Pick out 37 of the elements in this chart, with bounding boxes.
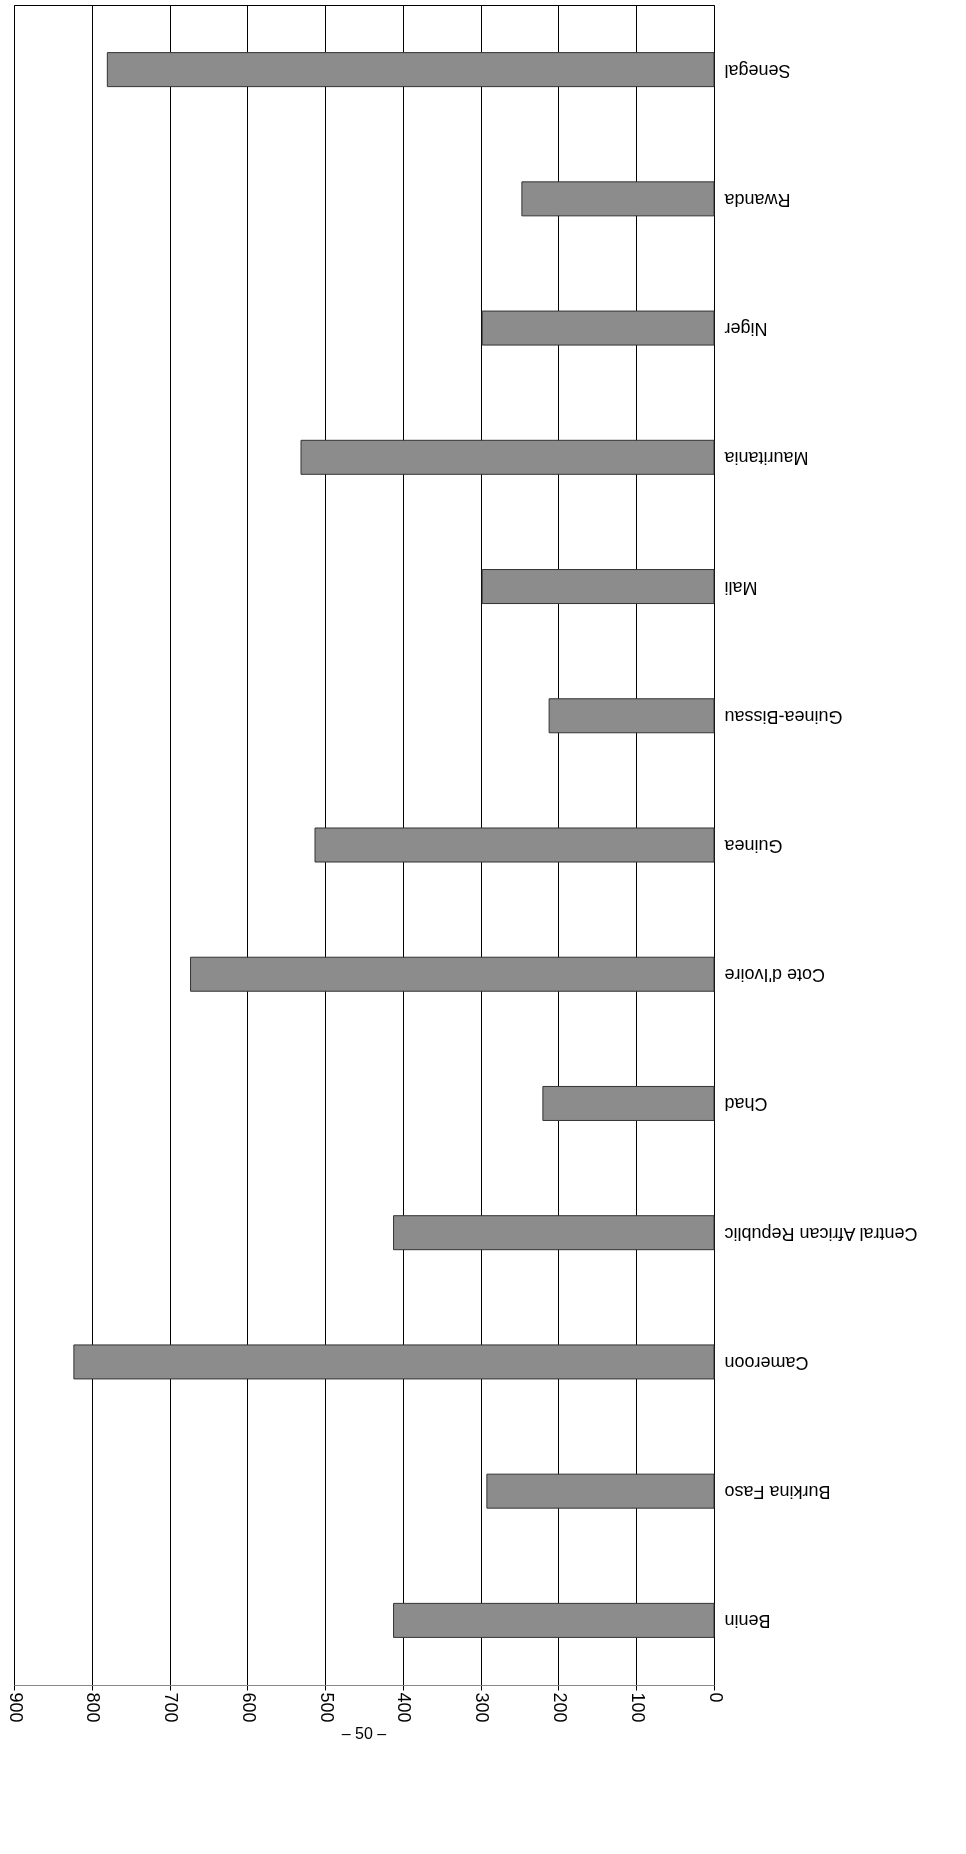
- y-tick-label: Cameroon: [724, 1352, 809, 1373]
- x-tick-label: 100: [627, 1692, 648, 1723]
- bar: [486, 1473, 715, 1509]
- x-tick-label: 800: [83, 1692, 104, 1723]
- x-tick-label: 0: [705, 1692, 726, 1703]
- bar: [481, 569, 715, 605]
- bar: [106, 52, 715, 88]
- x-tick-label: 700: [161, 1692, 182, 1723]
- y-tick-label: Central African Republic: [724, 1223, 918, 1244]
- x-tick-label: 500: [316, 1692, 337, 1723]
- bar: [542, 1085, 715, 1121]
- y-tick-label: Chad: [724, 1094, 768, 1115]
- text: – 50 –: [341, 1725, 387, 1743]
- bar: [393, 1602, 715, 1638]
- y-tick-label: Guinea: [723, 836, 783, 856]
- y-tick-label: Burkina Faso: [724, 1482, 831, 1503]
- bar: [481, 310, 715, 346]
- y-tick-label: Guinea-Bissau: [724, 706, 843, 727]
- x-tick-label: 300: [472, 1692, 493, 1723]
- bar: [300, 439, 715, 475]
- bar: [190, 956, 715, 992]
- y-tick-label: Cote d'Ivoire: [724, 965, 825, 986]
- y-tick-label: Benin: [724, 1611, 771, 1632]
- bar: [521, 181, 715, 217]
- y-tick-label: Niger: [724, 319, 768, 340]
- x-tick-label: 900: [5, 1692, 26, 1723]
- x-tick-label: 400: [394, 1692, 415, 1723]
- y-tick-label: Mauritania: [723, 448, 809, 469]
- bar: [314, 827, 715, 863]
- bar: [73, 1344, 715, 1380]
- bar: [393, 1215, 715, 1251]
- y-tick-label: Rwanda: [723, 189, 791, 210]
- x-tick-label: 200: [549, 1692, 570, 1723]
- bar: [548, 698, 715, 734]
- y-tick-label: Senegal: [724, 60, 791, 81]
- y-tick-label: Mali: [724, 577, 758, 598]
- x-tick-label: 600: [238, 1692, 259, 1723]
